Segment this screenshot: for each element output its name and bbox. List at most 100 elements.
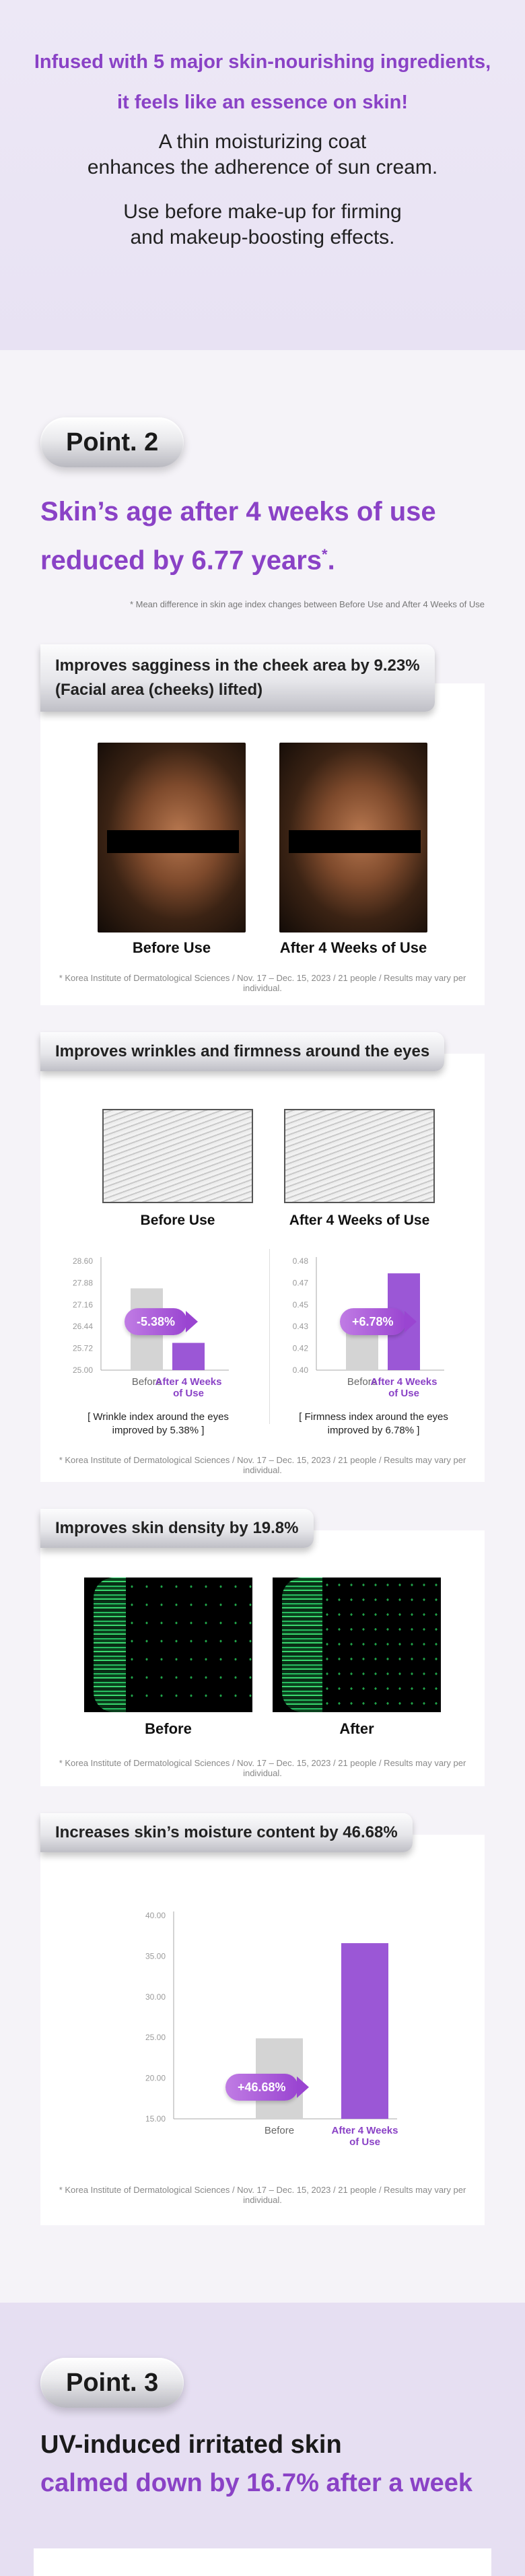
intro-highlight-1: Infused with 5 major skin-nourishing ing… bbox=[34, 51, 491, 73]
after-skin-map bbox=[284, 1109, 435, 1204]
after-density-image bbox=[273, 1578, 441, 1713]
density-after: After bbox=[273, 1578, 441, 1738]
y-tick-label: 25.00 bbox=[73, 1365, 93, 1375]
point3-headline-line1: UV-induced irritated skin bbox=[40, 2431, 342, 2459]
wrinkles-after-label: After 4 Weeks of Use bbox=[289, 1213, 430, 1229]
intro-text-2: enhances the adherence of sun cream. bbox=[87, 156, 438, 178]
y-tick-label: 0.45 bbox=[293, 1300, 309, 1310]
density-after-label: After bbox=[339, 1720, 374, 1738]
point2-headline: Skin’s age after 4 weeks of use reduced … bbox=[40, 490, 485, 582]
density-tab: Improves skin density by 19.8% bbox=[40, 1509, 314, 1549]
intro-text-3: Use before make-up for firming bbox=[123, 201, 402, 223]
y-tick-label: 30.00 bbox=[145, 1992, 166, 2002]
x-category-label-line: After 4 Weeks bbox=[371, 1376, 438, 1388]
y-tick-label: 40.00 bbox=[145, 1911, 166, 1920]
point2-headline-line2: reduced by 6.77 years*. bbox=[40, 533, 485, 582]
x-category-label: Before bbox=[265, 2125, 294, 2136]
wrinkle-caption: [ Wrinkle index around the eyes improved… bbox=[61, 1411, 256, 1437]
y-tick-label: 25.72 bbox=[73, 1344, 93, 1353]
wrinkles-before: Before Use bbox=[102, 1109, 253, 1229]
sagging-after: After 4 Weeks of Use bbox=[279, 743, 427, 957]
wrinkle-chart-badge: -5.38% bbox=[125, 1308, 199, 1336]
x-category-label: Before bbox=[132, 1376, 162, 1388]
y-tick-label: 0.43 bbox=[293, 1322, 309, 1332]
moisture-chart-badge: +46.68% bbox=[225, 2074, 309, 2101]
intro-section: Infused with 5 major skin-nourishing ing… bbox=[0, 0, 525, 350]
before-density-image bbox=[84, 1578, 252, 1713]
after-face-photo bbox=[279, 743, 427, 933]
point2-headline-line1: Skin’s age after 4 weeks of use bbox=[40, 497, 436, 527]
x-category-label: After 4 Weeks of Use bbox=[371, 1376, 438, 1399]
wrinkles-card: Improves wrinkles and firmness around th… bbox=[40, 1032, 485, 1483]
sagging-tab-line1: Improves sagginess in the cheek area by … bbox=[55, 656, 420, 675]
before-skin-map bbox=[102, 1109, 253, 1204]
sagging-source: * Korea Institute of Dermatological Scie… bbox=[59, 973, 466, 994]
wrinkles-after: After 4 Weeks of Use bbox=[284, 1109, 435, 1229]
point3-label: Point. 3 bbox=[40, 2358, 184, 2408]
wrinkle-caption-line1: [ Wrinkle index around the eyes bbox=[88, 1411, 229, 1423]
moisture-tab: Increases skin’s moisture content by 46.… bbox=[40, 1813, 413, 1853]
sagging-after-label: After 4 Weeks of Use bbox=[279, 939, 427, 957]
y-tick-label: 15.00 bbox=[145, 2114, 166, 2124]
moisture-chart: 40.00 35.00 30.00 25.00 20.00 15.00 Before Afte… bbox=[88, 1895, 438, 2165]
y-tick-label: 25.00 bbox=[145, 2033, 166, 2043]
density-before: Before bbox=[84, 1578, 252, 1738]
x-category-label-line: of Use bbox=[173, 1388, 204, 1399]
point2-label: Point. 2 bbox=[40, 417, 184, 467]
firmness-caption-line1: [ Firmness index around the eyes bbox=[299, 1411, 448, 1423]
y-tick-label: 28.60 bbox=[73, 1256, 93, 1266]
bar-after bbox=[341, 1943, 388, 2120]
y-tick-label: 35.00 bbox=[145, 1952, 166, 1961]
firmness-caption-line2: improved by 6.78% ] bbox=[327, 1425, 420, 1437]
firmness-chart-badge: +6.78% bbox=[340, 1308, 417, 1336]
sagging-before: Before Use bbox=[98, 743, 246, 957]
chart-divider bbox=[269, 1249, 270, 1425]
intro-text-1: A thin moisturizing coat bbox=[158, 131, 367, 153]
firmness-caption: [ Firmness index around the eyes improve… bbox=[276, 1411, 471, 1437]
sagging-tab-line2: (Facial area (cheeks) lifted) bbox=[55, 681, 263, 700]
firmness-chart: 0.48 0.47 0.45 0.43 0.42 0.40 Before After 4 We… bbox=[276, 1249, 471, 1404]
density-before-label: Before bbox=[145, 1720, 192, 1738]
x-category-label: Before bbox=[347, 1376, 377, 1388]
wrinkle-caption-line2: improved by 5.38% ] bbox=[112, 1425, 205, 1437]
density-dots bbox=[321, 1578, 441, 1713]
density-dots bbox=[125, 1578, 252, 1713]
y-tick-label: 27.16 bbox=[73, 1300, 93, 1310]
point2-footnote: * Mean difference in skin age index chan… bbox=[129, 599, 485, 610]
moisture-source: * Korea Institute of Dermatological Scie… bbox=[59, 2185, 466, 2206]
x-category-label: After 4 Weeks of Use bbox=[332, 2125, 398, 2148]
density-band bbox=[282, 1578, 322, 1713]
wrinkle-chart: 28.60 27.88 27.16 26.44 25.72 25.00 Before Afte… bbox=[61, 1249, 256, 1404]
intro-highlight-2: it feels like an essence on skin! bbox=[117, 92, 408, 113]
eye-censor-bar bbox=[107, 830, 239, 854]
eye-censor-bar bbox=[289, 830, 421, 854]
point3-headline-line2: calmed down by 16.7% after a week bbox=[40, 2469, 473, 2497]
y-tick-label: 0.40 bbox=[293, 1365, 309, 1375]
moisture-chart-svg: 40.00 35.00 30.00 25.00 20.00 15.00 Before Afte… bbox=[145, 1911, 398, 2148]
bar-after bbox=[172, 1343, 205, 1371]
point3-card bbox=[34, 2548, 491, 2576]
density-source: * Korea Institute of Dermatological Scie… bbox=[59, 1758, 466, 1779]
x-category-label-line: of Use bbox=[388, 1388, 419, 1399]
x-category-label: After 4 Weeks of Use bbox=[155, 1376, 222, 1399]
point3-section: Point. 3 UV-induced irritated skin calme… bbox=[0, 2303, 525, 2576]
point2-section: Point. 2 Skin’s age after 4 weeks of use… bbox=[0, 350, 525, 2303]
point2-headline-line2-text: reduced by 6.77 years bbox=[40, 545, 322, 576]
point2-headline-asterisk: * bbox=[322, 546, 328, 563]
y-tick-label: 0.47 bbox=[293, 1279, 309, 1288]
density-card: Improves skin density by 19.8% Before Af… bbox=[40, 1509, 485, 1787]
intro-text-4: and makeup-boosting effects. bbox=[130, 226, 395, 248]
x-category-label-line: of Use bbox=[349, 2136, 380, 2148]
y-tick-label: 20.00 bbox=[145, 2074, 166, 2083]
y-tick-label: 26.44 bbox=[73, 1322, 93, 1332]
wrinkles-before-label: Before Use bbox=[140, 1213, 215, 1229]
y-tick-label: 27.88 bbox=[73, 1279, 93, 1288]
sagging-before-label: Before Use bbox=[132, 939, 211, 957]
wrinkles-source: * Korea Institute of Dermatological Scie… bbox=[59, 1455, 466, 1476]
wrinkles-tab: Improves wrinkles and firmness around th… bbox=[40, 1032, 445, 1072]
y-tick-label: 0.42 bbox=[293, 1344, 309, 1353]
moisture-card: Increases skin’s moisture content by 46.… bbox=[40, 1813, 485, 2226]
density-band bbox=[94, 1578, 126, 1713]
before-face-photo bbox=[98, 743, 246, 933]
